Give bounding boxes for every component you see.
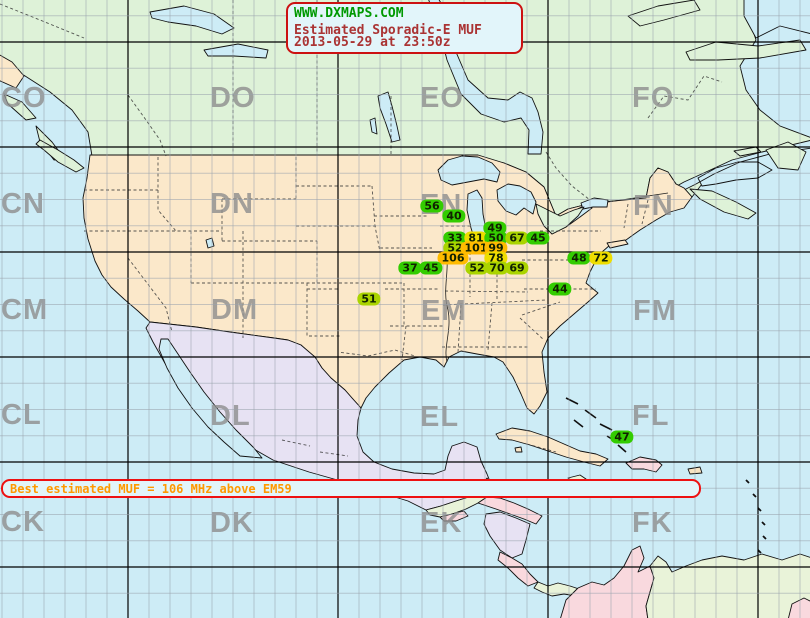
grid-field-label: FM	[633, 295, 677, 327]
honduras	[477, 496, 543, 525]
hudson-bay	[428, 0, 544, 155]
site-name: WWW.DXMAPS.COM	[294, 6, 404, 21]
gulf-of-california	[158, 338, 263, 459]
grid-field-label: DK	[210, 507, 254, 539]
grid-field-label: DL	[210, 400, 251, 432]
grid-field-label: CO	[1, 82, 47, 114]
grid-field-label: CN	[1, 188, 45, 220]
map-title: Estimated Sporadic-E MUF	[294, 23, 482, 38]
alaska-panhandle	[0, 54, 25, 89]
grid-field-label: DO	[210, 82, 256, 114]
great-salt-lake	[205, 237, 215, 249]
map-timestamp: 2013-05-29 at 23:50z	[294, 35, 451, 50]
rivers	[445, 192, 669, 363]
grid-field-label: CL	[1, 399, 42, 431]
grid-field-label: FK	[632, 507, 673, 539]
newfoundland	[733, 141, 807, 171]
northern-lakes	[149, 5, 269, 59]
grid-field-label: EO	[420, 82, 464, 114]
lake-winnipeg	[369, 91, 401, 143]
nicaragua	[483, 511, 531, 559]
grid-field-label: DM	[211, 294, 258, 326]
guyana	[788, 597, 810, 618]
grid-field-label: DN	[210, 188, 254, 220]
grid-field-label: EM	[421, 295, 467, 327]
title-box: WWW.DXMAPS.COM Estimated Sporadic-E MUF …	[286, 2, 523, 54]
long-island	[606, 239, 629, 249]
lesser-antilles	[745, 479, 767, 554]
costa-rica	[497, 551, 539, 587]
grid-field-label: EK	[420, 507, 462, 539]
baffin-islands	[627, 0, 807, 61]
grid-field-label: CM	[1, 294, 48, 326]
grid-field-label: EL	[420, 401, 459, 433]
grid-field-label: CK	[1, 506, 45, 538]
grid-field-label: EN	[420, 189, 462, 221]
bc-coast-islands	[3, 93, 85, 173]
grid-field-label: FL	[632, 400, 669, 432]
best-muf-text: Best estimated MUF = 106 MHz above EM59	[10, 482, 292, 496]
best-muf-status-bar: Best estimated MUF = 106 MHz above EM59	[1, 479, 701, 498]
